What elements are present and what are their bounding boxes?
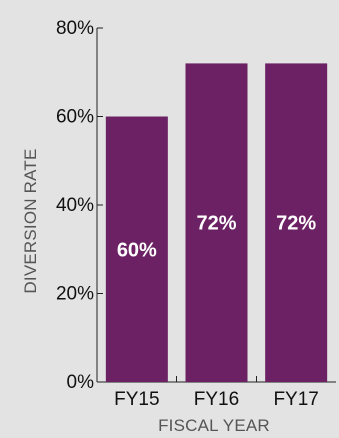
bar-fy17: [265, 63, 328, 383]
y-tick-label: 20%: [56, 284, 94, 305]
bar-fy16: [185, 63, 248, 383]
y-tick-label: 60%: [56, 107, 94, 128]
x-axis-title: FISCAL YEAR: [158, 416, 270, 435]
data-labels: 60% 72% 72%: [117, 213, 317, 262]
y-tick-label: 80%: [56, 18, 94, 39]
y-axis-title: DIVERSION RATE: [21, 148, 40, 293]
x-tick-label: FY16: [194, 389, 239, 410]
bar-fy15: [105, 116, 168, 382]
x-axis: FY15 FY16 FY17: [97, 376, 336, 410]
y-tick-label: 40%: [56, 195, 94, 216]
x-tick-label: FY17: [273, 389, 318, 410]
data-label-fy16: 72%: [196, 213, 236, 235]
x-tick-label: FY15: [114, 389, 159, 410]
y-tick-label: 0%: [67, 372, 95, 393]
bars: [105, 63, 328, 383]
data-label-fy15: 60%: [117, 239, 157, 261]
data-label-fy17: 72%: [276, 213, 316, 235]
y-axis: 0% 20% 40% 60% 80%: [56, 18, 103, 393]
